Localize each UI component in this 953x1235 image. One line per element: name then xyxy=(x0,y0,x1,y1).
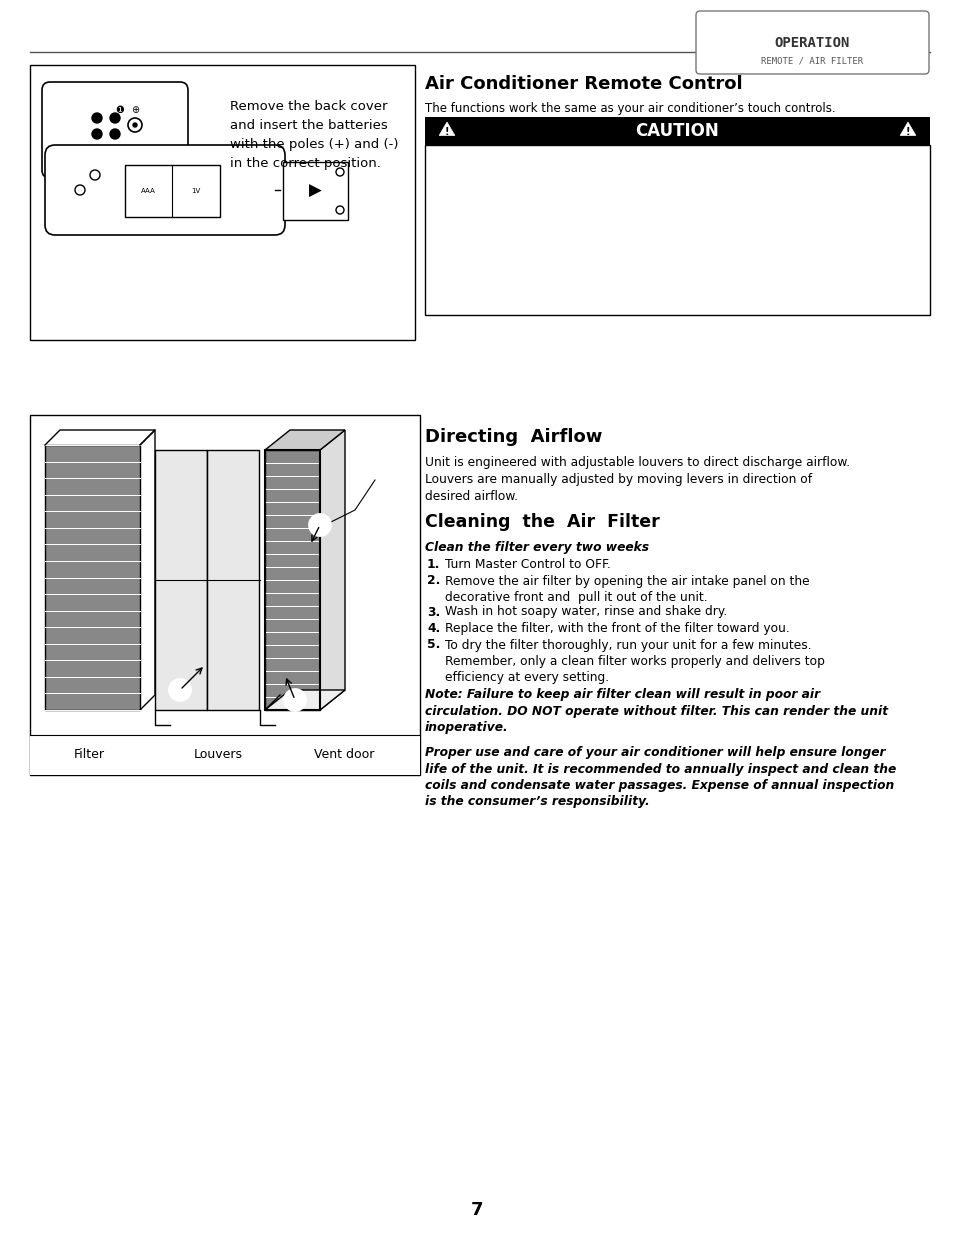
Circle shape xyxy=(172,747,188,763)
Text: Wash in hot soapy water, rinse and shake dry.: Wash in hot soapy water, rinse and shake… xyxy=(444,605,726,619)
Bar xyxy=(30,415,419,776)
Circle shape xyxy=(91,128,102,140)
Text: 7: 7 xyxy=(470,1200,483,1219)
Polygon shape xyxy=(319,430,345,710)
Text: !: ! xyxy=(444,127,449,137)
Polygon shape xyxy=(438,122,455,136)
Bar xyxy=(125,165,220,217)
Circle shape xyxy=(284,689,306,711)
Text: ▶: ▶ xyxy=(309,182,321,200)
Text: OPERATION: OPERATION xyxy=(774,36,849,49)
Text: Clean the filter every two weeks: Clean the filter every two weeks xyxy=(424,541,648,555)
Text: Proper use and care of your air conditioner will help ensure longer
life of the : Proper use and care of your air conditio… xyxy=(424,746,895,809)
Text: AAA: AAA xyxy=(141,188,156,194)
Text: Cleaning  the  Air  Filter: Cleaning the Air Filter xyxy=(424,513,659,531)
Text: Directing  Airflow: Directing Airflow xyxy=(424,429,601,446)
Text: REMOTE / AIR FILTER: REMOTE / AIR FILTER xyxy=(760,57,862,65)
Circle shape xyxy=(110,128,120,140)
Text: To dry the filter thoroughly, run your unit for a few minutes.
Remember, only a : To dry the filter thoroughly, run your u… xyxy=(444,638,824,684)
Bar xyxy=(154,450,207,710)
Bar xyxy=(424,144,929,315)
Text: 5.: 5. xyxy=(427,638,440,652)
Text: 2.: 2. xyxy=(427,574,440,588)
Text: 1.: 1. xyxy=(427,558,440,571)
FancyBboxPatch shape xyxy=(42,82,188,178)
Circle shape xyxy=(91,112,102,124)
Bar xyxy=(265,450,319,710)
Text: Replace the filter, with the front of the filter toward you.: Replace the filter, with the front of th… xyxy=(444,622,789,635)
Text: The functions work the same as your air conditioner’s touch controls.: The functions work the same as your air … xyxy=(424,103,835,115)
Text: Note: Failure to keep air filter clean will result in poor air
circulation. DO N: Note: Failure to keep air filter clean w… xyxy=(424,688,887,734)
Text: Turn Master Control to OFF.: Turn Master Control to OFF. xyxy=(444,558,610,571)
Polygon shape xyxy=(45,445,140,710)
Text: Remove the back cover
and insert the batteries
with the poles (+) and (-)
in the: Remove the back cover and insert the bat… xyxy=(230,100,398,170)
Text: 4.: 4. xyxy=(427,622,439,635)
Text: Unit is engineered with adjustable louvers to direct discharge airflow.
Louvers : Unit is engineered with adjustable louve… xyxy=(424,456,849,503)
Text: Filter: Filter xyxy=(74,748,105,762)
Text: Remove the air filter by opening the air intake panel on the
decorative front an: Remove the air filter by opening the air… xyxy=(444,574,809,604)
Text: Vent door: Vent door xyxy=(314,748,374,762)
Polygon shape xyxy=(265,430,345,450)
Text: ⊕: ⊕ xyxy=(131,105,139,115)
Circle shape xyxy=(52,747,68,763)
Text: Air Conditioner Remote Control: Air Conditioner Remote Control xyxy=(424,75,741,93)
Polygon shape xyxy=(265,690,345,710)
Bar xyxy=(207,450,258,710)
Text: Louvers: Louvers xyxy=(193,748,243,762)
FancyBboxPatch shape xyxy=(45,144,285,235)
Bar xyxy=(30,65,415,340)
Text: !: ! xyxy=(904,127,909,137)
Bar xyxy=(30,735,419,776)
Polygon shape xyxy=(900,122,915,136)
Circle shape xyxy=(132,124,137,127)
Text: CAUTION: CAUTION xyxy=(635,122,719,140)
Polygon shape xyxy=(265,450,319,710)
FancyBboxPatch shape xyxy=(696,11,928,74)
Text: 1V: 1V xyxy=(192,188,201,194)
Circle shape xyxy=(110,112,120,124)
Circle shape xyxy=(169,679,191,701)
Bar xyxy=(283,162,348,220)
Circle shape xyxy=(309,514,331,536)
Text: 3.: 3. xyxy=(427,605,439,619)
Bar xyxy=(424,117,929,144)
Text: ❶: ❶ xyxy=(115,105,124,115)
Circle shape xyxy=(292,747,308,763)
